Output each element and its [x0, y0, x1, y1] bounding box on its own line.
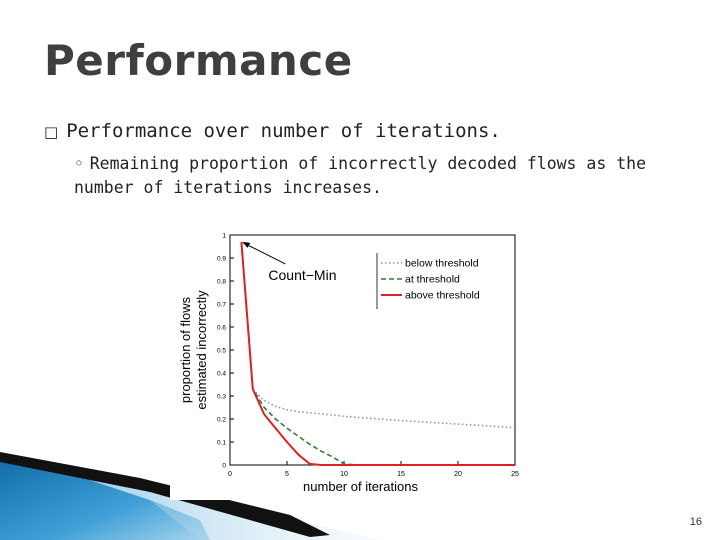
legend-label: above threshold	[405, 290, 480, 302]
page-number: 16	[689, 516, 702, 528]
x-axis-label: number of iterations	[303, 479, 418, 494]
slide-title: Performance	[44, 36, 353, 85]
chart-legend: below threshold at threshold above thresho…	[376, 253, 480, 309]
legend-label: below threshold	[405, 258, 479, 270]
y-tick-label: 0.9	[217, 256, 226, 263]
annotation-arrow	[243, 242, 286, 265]
x-tick-label: 0	[228, 471, 232, 478]
y-tick-label: 0.1	[217, 440, 226, 447]
y-axis-label: proportion of flows	[178, 296, 193, 403]
y-axis-label-2: estimated incorrectly	[194, 290, 209, 410]
y-tick-label: 0.8	[217, 279, 226, 286]
bullet-primary-text: Performance over number of iterations.	[66, 120, 501, 142]
swoosh-blue-shape	[0, 455, 210, 540]
bullet-primary: □ Performance over number of iterations.	[44, 120, 684, 142]
x-tick-label: 25	[511, 471, 519, 478]
bullet-secondary: ◦ Remaining proportion of incorrectly dec…	[74, 152, 694, 200]
bullet-circle-icon: ◦	[74, 154, 84, 173]
y-tick-label: 0.3	[217, 394, 226, 401]
x-tick-label: 15	[397, 471, 405, 478]
y-tick-label: 0.4	[217, 371, 226, 378]
x-tick-label: 5	[285, 471, 289, 478]
bullet-box-icon: □	[44, 123, 59, 141]
y-tick-label: 0.6	[217, 325, 226, 332]
series-line-below-threshold	[240, 241, 516, 429]
legend-label: at threshold	[405, 274, 460, 286]
y-tick-label: 0.5	[217, 348, 226, 355]
swoosh-dark-stripe	[0, 452, 330, 537]
y-tick-label: 0	[222, 463, 226, 470]
iterations-chart: 0 5 10 15 20 25 0 0.1 0.2 0.3 0.4 0.5 0.6 0.7 0.8 0.9 1 n…	[170, 225, 530, 500]
y-tick-label: 1	[222, 233, 226, 240]
bullet-secondary-text: Remaining proportion of incorrectly deco…	[74, 154, 647, 197]
series-line-above-threshold	[240, 241, 515, 466]
x-tick-label: 20	[454, 471, 462, 478]
annotation-arrowhead	[242, 241, 251, 248]
x-tick-label: 10	[340, 471, 348, 478]
y-tick-label: 0.7	[217, 302, 226, 309]
y-tick-label: 0.2	[217, 417, 226, 424]
annotation-label: Count−Min	[268, 267, 336, 283]
